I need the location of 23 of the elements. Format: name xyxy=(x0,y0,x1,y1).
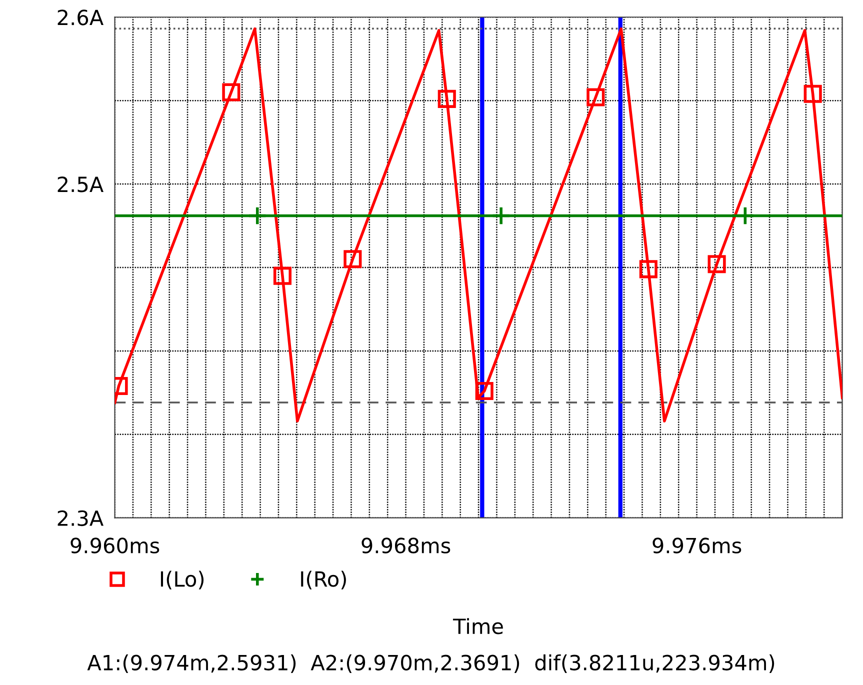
y-tick-label: 2.3A xyxy=(58,510,104,526)
point xyxy=(222,83,240,102)
point xyxy=(586,88,605,106)
text: A1:(9.974m,2.5931) A2:(9.970m,2.3691) dif(3.8211u,223.934m) xyxy=(87,654,774,673)
x-tick-label: 9.976ms xyxy=(652,538,742,554)
line-series xyxy=(114,27,842,422)
point xyxy=(438,90,456,108)
x-tick-label: 9.960ms xyxy=(70,538,160,554)
x-axis-title: Time xyxy=(452,618,503,634)
point xyxy=(248,206,268,226)
point xyxy=(735,206,755,226)
y-tick-label: 2.6A xyxy=(58,10,104,26)
point xyxy=(344,250,362,268)
point xyxy=(491,206,511,226)
y-tick-label: 2.5A xyxy=(58,176,104,192)
legend-label: I(Lo) xyxy=(160,570,204,590)
x-tick-label: 9.968ms xyxy=(362,538,450,554)
point xyxy=(708,255,726,274)
point xyxy=(639,260,658,278)
point xyxy=(804,84,822,103)
point xyxy=(475,382,494,400)
point xyxy=(273,266,292,285)
legend-label: I(Ro) xyxy=(301,570,346,590)
